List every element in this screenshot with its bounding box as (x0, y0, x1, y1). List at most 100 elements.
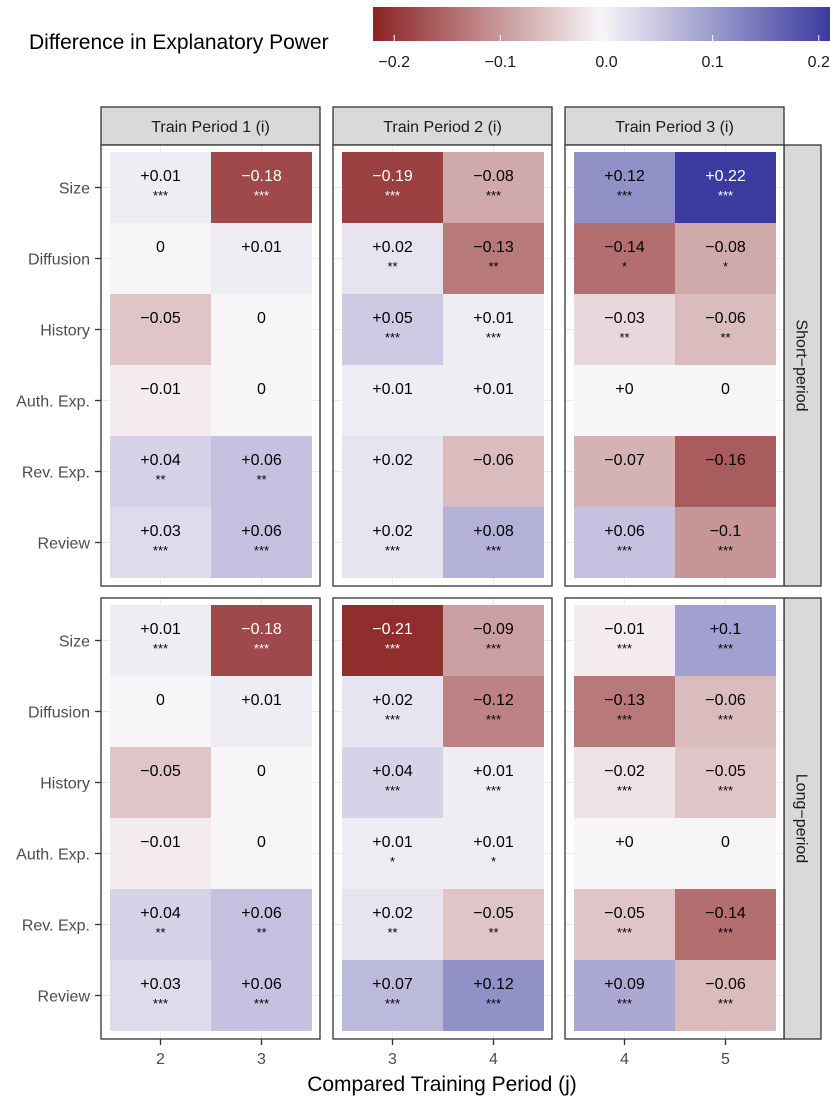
cell-significance-label: *** (486, 188, 501, 203)
legend-tick-label: 0.1 (702, 54, 724, 71)
heatmap-cell (342, 436, 443, 507)
heatmap-cell (574, 747, 675, 818)
cell-value-label: +0.12 (473, 976, 514, 993)
cell-value-label: −0.1 (710, 523, 742, 540)
cell-value-label: −0.13 (473, 239, 514, 256)
heatmap-cell (574, 960, 675, 1031)
heatmap-cell (675, 889, 776, 960)
cell-value-label: +0.04 (372, 763, 413, 780)
y-tick-label: Auth. Exp. (16, 394, 90, 411)
cell-value-label: +0.01 (241, 692, 282, 709)
cell-value-label: +0.12 (604, 168, 645, 185)
heatmap-cell (110, 152, 211, 223)
facets: Train Period 1 (i) Train Period 2 (i) Trai… (100, 106, 822, 1040)
cell-significance-label: *** (718, 712, 733, 727)
cell-significance-label: *** (486, 641, 501, 656)
facet-panel: −0.21***−0.09***+0.02***−0.12***+0.04***… (332, 597, 553, 1040)
cell-value-label: +0.02 (372, 905, 413, 922)
cell-significance-label: *** (254, 543, 269, 558)
heatmap-cell (211, 223, 312, 294)
heatmap-cell (675, 747, 776, 818)
facet-row-label: Long−period (793, 774, 810, 863)
facet-row-strip: Short−period (783, 144, 822, 587)
panel-border (332, 597, 553, 1040)
heatmap-cell (675, 605, 776, 676)
y-tick-label: Review (38, 989, 91, 1006)
cell-value-label: +0.01 (140, 168, 181, 185)
cell-value-label: +0.06 (604, 523, 645, 540)
y-tick-label: Review (38, 536, 91, 553)
facet-column-strip: Train Period 2 (i) (332, 106, 553, 146)
cell-value-label: +0.03 (140, 523, 181, 540)
cell-value-label: +0.01 (241, 239, 282, 256)
heatmap-cell (443, 818, 544, 889)
heatmap-cell (110, 960, 211, 1031)
cell-significance-label: *** (254, 996, 269, 1011)
heatmap-cell (443, 365, 544, 436)
heatmap-cell (574, 676, 675, 747)
y-tick-label: Diffusion (28, 705, 90, 722)
cell-value-label: +0.08 (473, 523, 514, 540)
heatmap-cell (211, 818, 312, 889)
cell-significance-label: *** (153, 188, 168, 203)
facet-row-label: Short−period (793, 319, 810, 411)
heatmap-cell (574, 436, 675, 507)
facet-row-strip-bg (783, 144, 822, 587)
facet-row-strip-bg (783, 597, 822, 1040)
heatmap-cell (342, 889, 443, 960)
cell-significance-label: ** (488, 259, 498, 274)
facet-column-strip: Train Period 1 (i) (100, 106, 321, 146)
heatmap-cell (110, 294, 211, 365)
cell-value-label: +0.01 (473, 381, 514, 398)
heatmap-cell (574, 605, 675, 676)
heatmap-cell (342, 676, 443, 747)
cell-significance-label: * (390, 854, 395, 869)
heatmap-cell (342, 152, 443, 223)
cell-value-label: +0.1 (710, 621, 742, 638)
legend-tick-label: −0.2 (378, 54, 410, 71)
cell-significance-label: *** (617, 188, 632, 203)
heatmap-cell (110, 605, 211, 676)
cell-value-label: −0.12 (473, 692, 514, 709)
legend-tick-label: 0.2 (808, 54, 830, 71)
cell-significance-label: ** (387, 259, 397, 274)
cell-value-label: +0.01 (473, 763, 514, 780)
heatmap-cell (443, 436, 544, 507)
heatmap-cell (443, 223, 544, 294)
y-tick-label: History (40, 323, 90, 340)
cell-value-label: +0.07 (372, 976, 413, 993)
cell-value-label: −0.05 (140, 763, 181, 780)
cell-significance-label: *** (486, 996, 501, 1011)
cell-significance-label: *** (718, 188, 733, 203)
legend-ticks: −0.2 −0.1 0.0 0.1 0.2 (378, 35, 830, 71)
x-tick-label: 3 (257, 1051, 266, 1068)
cell-value-label: 0 (257, 381, 266, 398)
facet-panel: +0.01 *** −0.18 *** 0 +0.01 −0.05 0 −0.01 0 +0.04 *… (100, 597, 321, 1040)
cell-value-label: +0.01 (473, 834, 514, 851)
heatmap-cell (675, 152, 776, 223)
heatmap-cell (211, 436, 312, 507)
heatmap-cell (574, 365, 675, 436)
cell-significance-label: *** (718, 641, 733, 656)
heatmap-cell (342, 365, 443, 436)
cell-value-label: −0.06 (705, 692, 746, 709)
y-axis: Size Diffusion History Auth. Exp. Rev. Exp. R… (16, 181, 101, 1006)
heatmap-cell (675, 365, 776, 436)
y-tick-label: History (40, 776, 90, 793)
cell-significance-label: *** (385, 996, 400, 1011)
cell-significance-label: ** (488, 925, 498, 940)
cell-significance-label: *** (617, 996, 632, 1011)
panel-border (100, 144, 321, 587)
cell-significance-label: *** (385, 330, 400, 345)
x-tick-label: 2 (156, 1051, 165, 1068)
cell-value-label: +0.02 (372, 523, 413, 540)
cell-value-label: −0.01 (604, 621, 645, 638)
heatmap-cell (211, 605, 312, 676)
facet-panel: +0.01 *** −0.18 *** 0 +0.01 −0.05 0 −0.01 0 +0.04 *… (100, 144, 321, 587)
cell-significance-label: *** (617, 712, 632, 727)
cell-significance-label: * (622, 259, 627, 274)
heatmap-cell (110, 747, 211, 818)
cell-significance-label: *** (617, 543, 632, 558)
heatmap-cell (110, 818, 211, 889)
panel-border (100, 597, 321, 1040)
